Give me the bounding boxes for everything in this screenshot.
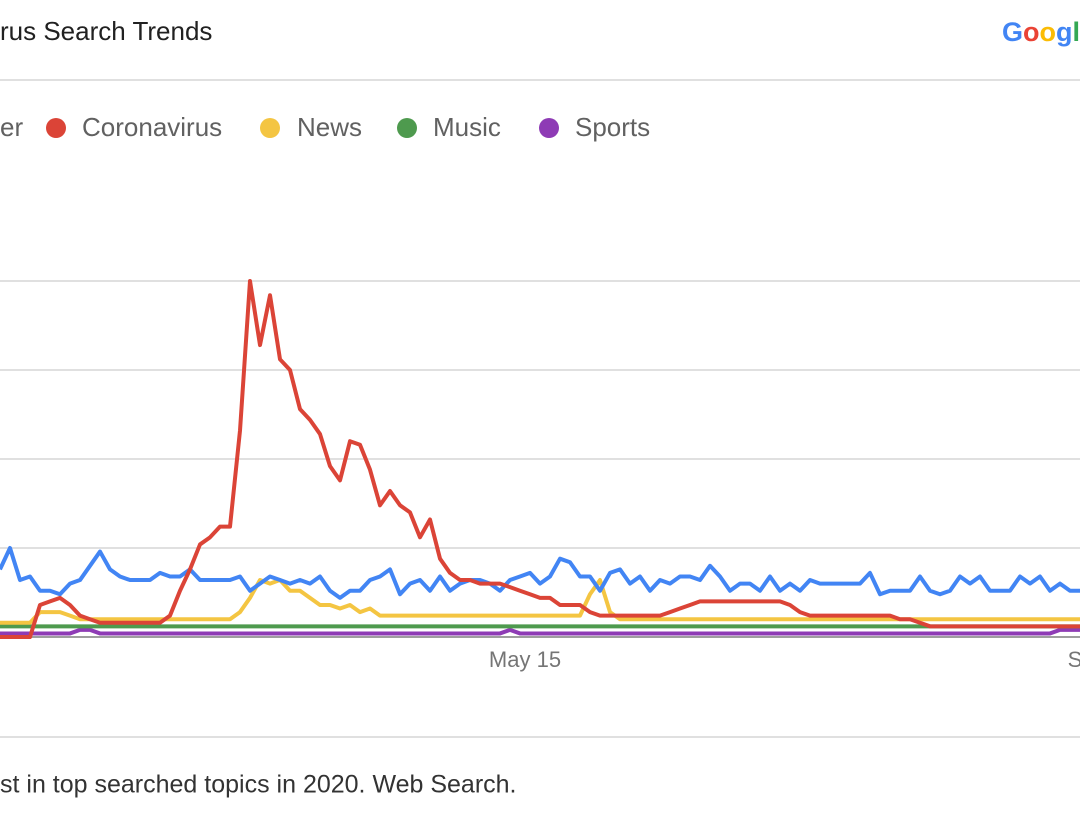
grid bbox=[0, 280, 1080, 638]
legend-label: er bbox=[0, 112, 23, 142]
legend-label: News bbox=[297, 112, 362, 142]
logo-letter: o bbox=[1040, 17, 1057, 47]
logo-letter: o bbox=[1023, 17, 1040, 47]
chart-title: rus Search Trends bbox=[0, 16, 212, 46]
series-line bbox=[0, 627, 1080, 636]
series-line bbox=[0, 578, 1080, 625]
footer-note: st in top searched topics in 2020. Web S… bbox=[0, 771, 517, 799]
x-tick-label: S bbox=[1068, 647, 1080, 672]
logo-letter: l bbox=[1073, 17, 1080, 47]
legend-marker bbox=[260, 118, 280, 138]
logo-letter: G bbox=[1002, 17, 1023, 47]
plot bbox=[0, 279, 1080, 639]
legend-label: Coronavirus bbox=[82, 112, 222, 142]
google-logo: Googl bbox=[1002, 17, 1080, 47]
logo-letter: g bbox=[1056, 17, 1073, 47]
x-axis: May 15 S bbox=[489, 647, 1080, 672]
x-tick-label: May 15 bbox=[489, 647, 561, 672]
legend-marker bbox=[397, 118, 417, 138]
legend-label: Music bbox=[433, 112, 501, 142]
legend-marker bbox=[46, 118, 66, 138]
legend-marker bbox=[539, 118, 559, 138]
series-line bbox=[0, 279, 1080, 639]
legend-label: Sports bbox=[575, 112, 650, 142]
legend: er Coronavirus News Music Sports bbox=[0, 112, 650, 142]
series-line bbox=[0, 546, 1080, 600]
